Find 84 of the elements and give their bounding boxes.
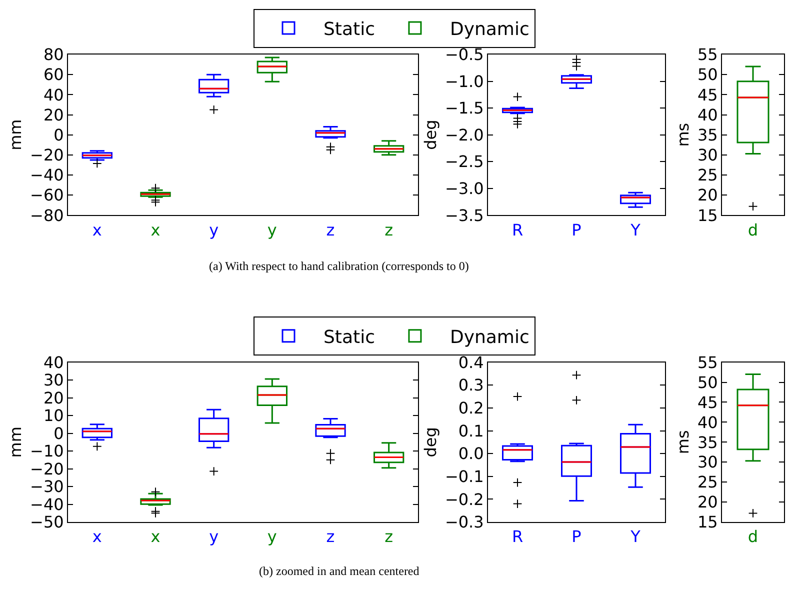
x-tick-label: Y — [630, 527, 641, 546]
y-tick-label: −0.5 — [444, 45, 484, 64]
legend-label: Static — [324, 19, 375, 40]
y-tick-label: −10 — [30, 442, 64, 461]
x-tick-label: d — [748, 527, 758, 546]
legend-label: Static — [324, 326, 375, 348]
y-tick-label: 40 — [43, 85, 64, 104]
y-tick-label: −0.3 — [444, 512, 484, 532]
y-tick-label: 20 — [697, 492, 718, 512]
y-tick-label: −0.1 — [444, 466, 484, 486]
y-tick-label: 0.0 — [458, 444, 484, 464]
y-tick-label: 50 — [697, 372, 718, 392]
y-tick-label: 0.4 — [458, 352, 484, 372]
y-tick-label: 0.3 — [458, 376, 484, 395]
x-tick-label: z — [326, 220, 335, 240]
y-tick-label: 40 — [43, 352, 64, 372]
y-tick-label: 45 — [697, 392, 718, 412]
y-tick-label: 30 — [697, 452, 718, 472]
y-tick-label: −40 — [30, 494, 64, 514]
y-axis-title: deg — [420, 120, 440, 150]
y-tick-label: 25 — [697, 472, 718, 492]
y-tick-label: 80 — [43, 45, 64, 64]
y-tick-label: 20 — [697, 186, 718, 205]
y-tick-label: −1.5 — [444, 98, 484, 118]
y-tick-label: −20 — [30, 146, 64, 165]
y-tick-label: 45 — [697, 85, 718, 104]
y-tick-label: −80 — [30, 206, 64, 225]
y-tick-label: −2.0 — [444, 125, 484, 144]
y-tick-label: 30 — [697, 146, 718, 165]
y-tick-label: 60 — [43, 65, 64, 84]
x-tick-label: y — [209, 220, 219, 240]
x-tick-label: Y — [630, 220, 641, 240]
y-tick-label: −50 — [30, 512, 64, 532]
y-tick-label: 40 — [697, 412, 718, 432]
y-tick-label: 35 — [697, 125, 718, 144]
legend-label: Dynamic — [450, 326, 530, 348]
y-tick-label: −30 — [30, 477, 64, 496]
x-tick-label: R — [512, 527, 524, 546]
y-tick-label: 50 — [697, 65, 718, 84]
y-tick-label: 55 — [697, 45, 718, 64]
y-axis-title: deg — [420, 427, 440, 458]
x-tick-label: P — [572, 220, 582, 240]
y-tick-label: 10 — [43, 406, 64, 426]
y-tick-label: −60 — [30, 186, 64, 205]
text: (b) zoomed in and mean centered — [259, 564, 420, 578]
y-axis-title: mm — [6, 119, 25, 150]
x-tick-label: x — [150, 220, 160, 240]
y-tick-label: 15 — [697, 512, 718, 532]
y-tick-label: −3.0 — [444, 178, 484, 198]
y-tick-label: 20 — [43, 388, 64, 408]
y-tick-label: 55 — [697, 352, 718, 372]
legend-label: Dynamic — [450, 19, 530, 40]
x-tick-label: z — [384, 527, 394, 546]
y-tick-label: 0 — [54, 424, 64, 443]
x-tick-label: y — [267, 220, 277, 240]
y-tick-label: −3.5 — [444, 206, 484, 225]
y-tick-label: −40 — [30, 166, 64, 185]
y-tick-label: 20 — [43, 105, 64, 124]
y-tick-label: −0.2 — [444, 490, 484, 509]
y-axis-title: ms — [673, 430, 692, 454]
y-axis-title: mm — [6, 426, 25, 458]
x-tick-label: z — [326, 527, 335, 546]
text: (a) With respect to hand calibration (corresponds to 0) — [209, 259, 469, 273]
y-tick-label: 0.2 — [458, 398, 484, 418]
x-tick-label: x — [92, 527, 102, 546]
y-tick-label: 30 — [43, 370, 64, 390]
y-tick-label: 15 — [697, 206, 718, 225]
x-tick-label: y — [267, 527, 277, 546]
y-tick-label: 40 — [697, 105, 718, 124]
y-tick-label: −2.5 — [444, 152, 484, 172]
x-tick-label: d — [748, 220, 758, 240]
x-tick-label: y — [209, 527, 219, 546]
x-tick-label: z — [384, 220, 394, 240]
x-tick-label: R — [512, 220, 524, 240]
y-tick-label: 35 — [697, 432, 718, 452]
y-tick-label: 0 — [54, 125, 64, 144]
x-tick-label: x — [150, 527, 160, 546]
y-tick-label: 25 — [697, 166, 718, 185]
y-axis-title: ms — [673, 122, 692, 147]
y-tick-label: 0.1 — [458, 421, 484, 440]
y-tick-label: −1.0 — [444, 72, 484, 91]
y-tick-label: −20 — [30, 459, 64, 478]
x-tick-label: P — [572, 527, 582, 546]
x-tick-label: x — [92, 220, 102, 240]
